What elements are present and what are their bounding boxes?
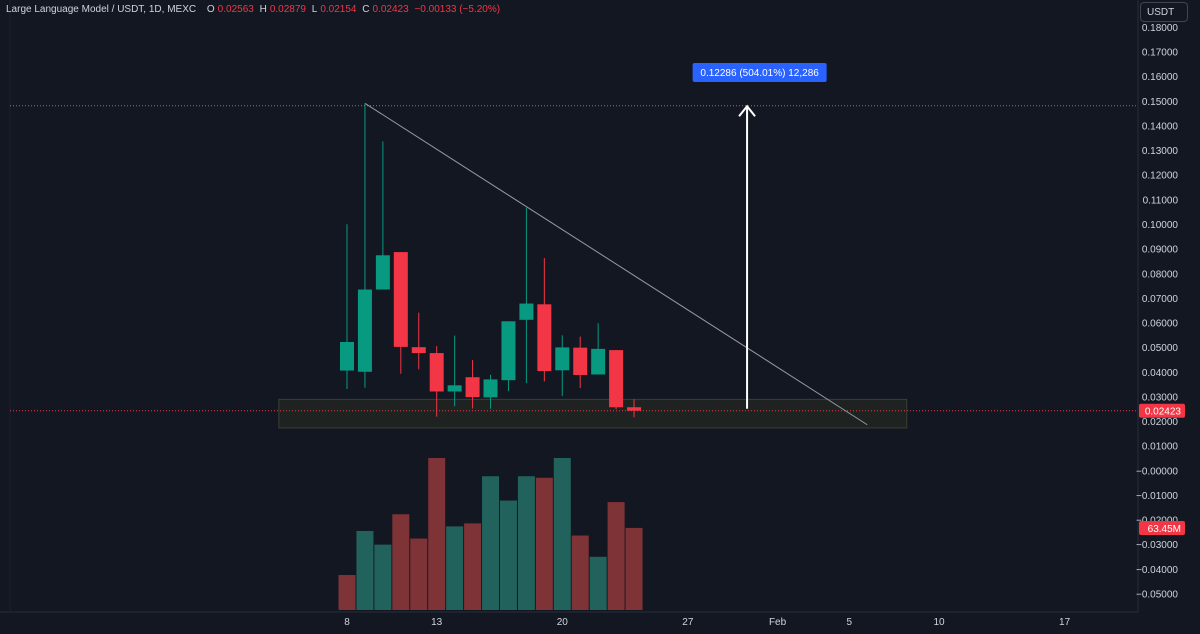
price-axis-label: 0.11000 <box>1143 195 1179 206</box>
price-axis-label: 0.18000 <box>1142 23 1179 34</box>
price-axis-label: 0.01000 <box>1142 442 1179 453</box>
measure-badge[interactable] <box>692 63 827 83</box>
price-axis-label: 0.03000 <box>1142 392 1179 403</box>
price-axis-label: 0.06000 <box>1142 319 1179 330</box>
price-axis-label: −0.05000 <box>1136 589 1178 600</box>
volume-bar <box>338 575 356 610</box>
volume-bar <box>607 502 625 610</box>
candle-body[interactable] <box>357 289 372 372</box>
price-axis-label: 0.16000 <box>1142 72 1179 83</box>
volume-bar <box>553 458 571 610</box>
candle-body[interactable] <box>501 321 516 381</box>
volume-bar <box>392 514 410 610</box>
price-axis-label: 0.04000 <box>1142 368 1179 379</box>
price-axis-label: 0.05000 <box>1142 343 1179 354</box>
price-axis-label: 0.10000 <box>1142 220 1179 231</box>
low-label: L <box>311 4 318 15</box>
volume-bar <box>589 556 607 610</box>
low-value: 0.02154 <box>320 4 357 15</box>
price-axis-label: 0.08000 <box>1142 269 1179 280</box>
volume-bar <box>571 535 589 610</box>
support-zone[interactable] <box>278 398 908 429</box>
candle-body[interactable] <box>609 350 624 408</box>
price-axis-label: 0.02000 <box>1142 417 1179 428</box>
candle-body[interactable] <box>627 407 642 411</box>
volume-bar <box>410 538 428 610</box>
time-axis-label: 10 <box>933 617 945 628</box>
open-value: 0.02563 <box>217 4 254 15</box>
candle-body[interactable] <box>340 341 354 371</box>
close-label: C <box>362 4 370 15</box>
price-axis-label: 0.13000 <box>1142 146 1179 157</box>
close-value: 0.02423 <box>372 4 409 15</box>
candle-body[interactable] <box>483 379 498 398</box>
volume-bar <box>374 544 392 610</box>
volume-bar <box>517 476 535 610</box>
measure-arrow-head-icon <box>738 104 756 117</box>
open-label: O <box>206 4 215 15</box>
measure-badge-label: 0.12286 (504.01%) 12,286 <box>700 68 819 79</box>
current-price-label: 0.02423 <box>1145 407 1182 418</box>
currency-button[interactable]: USDT <box>1140 2 1188 22</box>
price-axis-label: 0.07000 <box>1142 294 1179 305</box>
time-axis-label: 13 <box>431 617 443 628</box>
candle-body[interactable] <box>393 252 408 347</box>
candle-body[interactable] <box>411 347 426 354</box>
time-axis-label: 20 <box>557 617 569 628</box>
time-axis-label: 5 <box>847 617 853 628</box>
time-axis-label: 8 <box>344 617 350 628</box>
candle-body[interactable] <box>591 348 606 375</box>
volume-bar <box>535 477 553 610</box>
price-axis-label: 0.12000 <box>1142 171 1179 182</box>
price-axis-label: 0.17000 <box>1142 48 1179 59</box>
volume-bar <box>482 476 500 610</box>
descending-trendline[interactable] <box>364 102 868 426</box>
candle-body[interactable] <box>465 377 480 398</box>
time-axis-label: 27 <box>682 617 694 628</box>
volume-bar <box>625 527 643 610</box>
candle-body[interactable] <box>447 385 462 392</box>
price-axis-label: 0.09000 <box>1142 245 1179 256</box>
candle-body[interactable] <box>519 303 534 320</box>
volume-label: 63.45M <box>1148 524 1181 535</box>
price-axis-label: 0.14000 <box>1142 121 1179 132</box>
time-axis-label: Feb <box>769 617 787 628</box>
high-value: 0.02879 <box>269 4 306 15</box>
time-axis-label: 17 <box>1059 617 1071 628</box>
volume-bar <box>464 523 482 610</box>
volume-badge <box>1139 521 1185 535</box>
change-value: −0.00133 (−5.20%) <box>414 4 501 15</box>
high-label: H <box>259 4 267 15</box>
candle-body[interactable] <box>429 353 444 392</box>
price-axis-label: −0.01000 <box>1136 491 1178 502</box>
candle-body[interactable] <box>537 304 552 372</box>
price-axis-label: −0.03000 <box>1136 540 1178 551</box>
volume-bar <box>499 500 517 610</box>
price-axis-label: −0.04000 <box>1136 565 1178 576</box>
volume-bar <box>428 458 446 610</box>
candle-body[interactable] <box>573 347 588 375</box>
volume-bar <box>446 526 464 610</box>
candle-body[interactable] <box>375 255 390 290</box>
price-axis-label: 0.15000 <box>1142 97 1179 108</box>
current-price-badge <box>1139 403 1185 418</box>
symbol-title[interactable]: Large Language Model / USDT, 1D, MEXC <box>6 4 197 15</box>
candle-body[interactable] <box>555 347 570 371</box>
volume-bar <box>356 530 374 610</box>
price-axis-label: −0.00000 <box>1136 466 1178 477</box>
